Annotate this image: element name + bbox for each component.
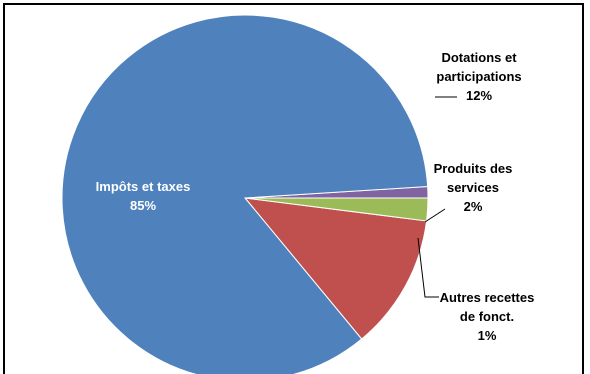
slice-label-line: 12%	[466, 88, 492, 103]
pie-chart: Dotations et participations 12% Produits de…	[61, 14, 535, 374]
pie-slices	[61, 14, 429, 374]
slice-label-1: Dotations et participations 12%	[436, 50, 521, 103]
leader-line-2	[424, 208, 446, 223]
leader-line-3	[417, 237, 439, 298]
pie-slice-1	[243, 197, 428, 340]
slice-label-line: de fonct.	[460, 309, 514, 324]
slice-label-line: Produits des	[434, 161, 513, 176]
leader-lines	[417, 96, 457, 298]
slice-label-line: services	[447, 180, 499, 195]
slice-label-2: Produits des services 2%	[434, 161, 513, 214]
pie-slice-4	[61, 14, 429, 374]
slice-label-4: Impôts et taxes 85%	[96, 179, 191, 213]
slice-label-line: Impôts et taxes	[96, 179, 191, 194]
slice-label-line: Dotations et	[441, 50, 517, 65]
slice-label-line: participations	[436, 69, 521, 84]
slice-label-line: 2%	[464, 199, 483, 214]
chart-frame: Dotations et participations 12% Produits de…	[3, 3, 584, 374]
slice-label-3: Autres recettes de fonct. 1%	[440, 290, 535, 343]
slice-label-line: 1%	[478, 328, 497, 343]
slice-label-line: 85%	[130, 198, 156, 213]
slice-labels: Dotations et participations 12% Produits de…	[96, 50, 535, 343]
slice-label-line: Autres recettes	[440, 290, 535, 305]
